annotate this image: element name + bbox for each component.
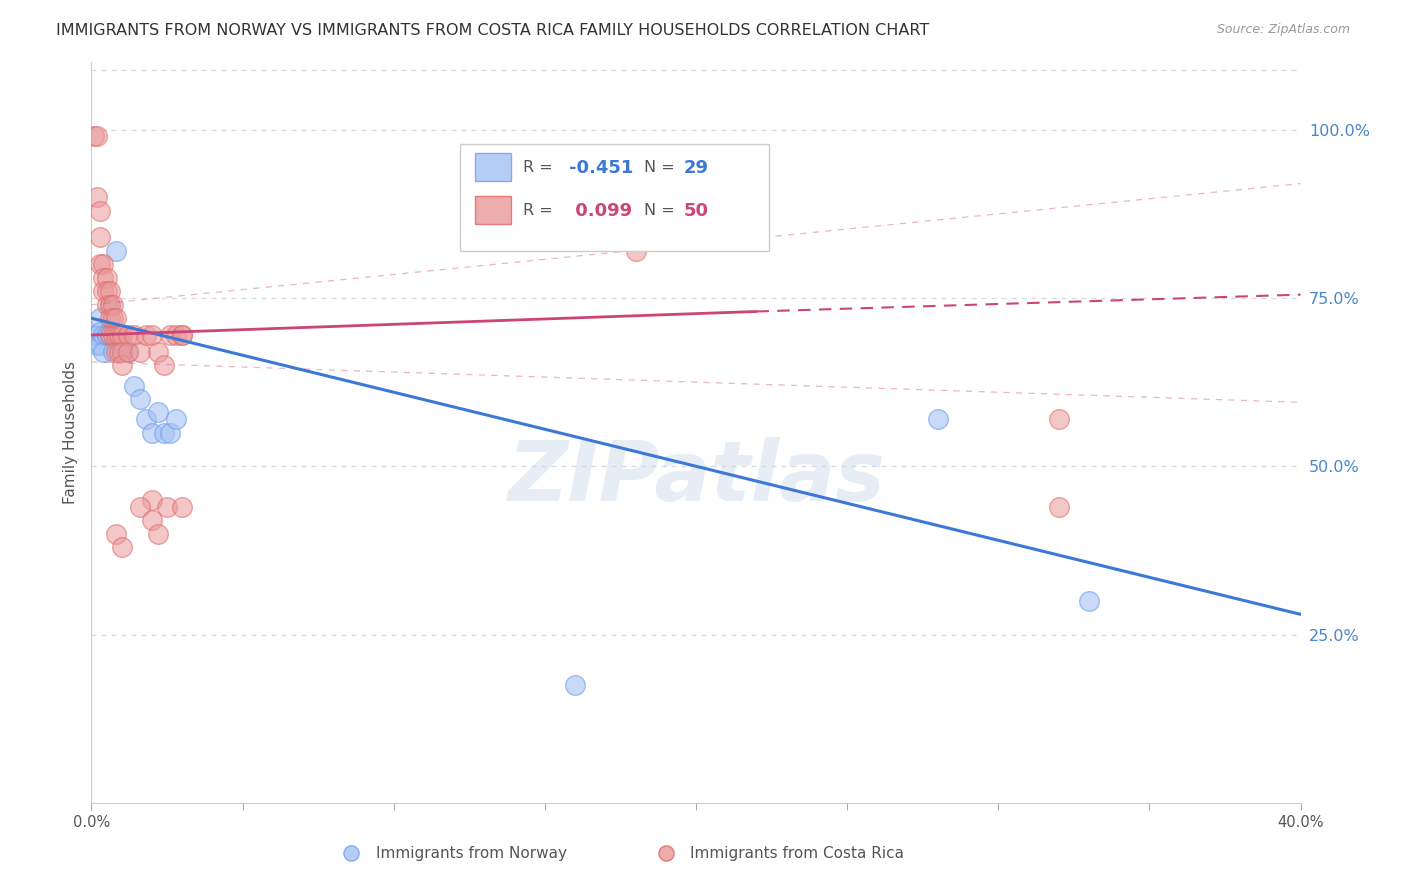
Point: [104, 328, 127, 343]
Point: [98, 311, 121, 326]
Point: [101, 311, 124, 326]
Point: [107, 344, 129, 359]
Point: [141, 328, 163, 343]
Point: [104, 244, 127, 258]
Text: N =: N =: [644, 203, 681, 218]
Point: [111, 359, 132, 373]
Point: [89, 338, 111, 352]
FancyBboxPatch shape: [475, 195, 510, 224]
Point: [564, 678, 586, 692]
Point: [98, 298, 121, 312]
Point: [165, 412, 187, 426]
Point: [117, 344, 139, 359]
Point: [1047, 500, 1070, 514]
Point: [153, 359, 176, 373]
Point: [89, 257, 111, 271]
Text: R =: R =: [523, 160, 558, 175]
Text: ZIPatlas: ZIPatlas: [508, 436, 884, 517]
Point: [96, 328, 118, 343]
Point: [86, 190, 108, 204]
Point: [93, 285, 115, 299]
Point: [89, 325, 111, 339]
Point: [141, 513, 163, 527]
Point: [128, 500, 150, 514]
Point: [172, 500, 194, 514]
Point: [98, 328, 121, 343]
Point: [86, 328, 108, 343]
Point: [111, 540, 132, 554]
Point: [111, 338, 132, 352]
Point: [96, 270, 118, 285]
Text: 29: 29: [683, 159, 709, 177]
FancyBboxPatch shape: [460, 144, 769, 252]
Point: [83, 129, 105, 144]
Point: [93, 344, 115, 359]
Text: -0.451: -0.451: [569, 159, 633, 177]
Point: [101, 328, 124, 343]
Point: [146, 405, 169, 419]
Point: [93, 328, 115, 343]
Point: [98, 285, 121, 299]
Point: [98, 298, 121, 312]
Point: [156, 500, 179, 514]
Point: [128, 344, 150, 359]
Y-axis label: Family Households: Family Households: [62, 361, 77, 504]
Point: [101, 298, 124, 312]
Point: [96, 298, 118, 312]
Text: 50: 50: [683, 202, 709, 219]
Point: [111, 328, 132, 343]
Point: [141, 425, 163, 440]
Text: 0.099: 0.099: [569, 202, 633, 219]
Point: [89, 311, 111, 326]
Point: [86, 129, 108, 144]
Text: Immigrants from Costa Rica: Immigrants from Costa Rica: [690, 846, 904, 861]
Point: [93, 257, 115, 271]
Point: [83, 328, 105, 343]
Point: [146, 526, 169, 541]
Point: [107, 328, 129, 343]
Point: [165, 328, 187, 343]
Point: [98, 328, 121, 343]
Point: [96, 328, 118, 343]
Text: Immigrants from Norway: Immigrants from Norway: [375, 846, 567, 861]
Point: [104, 526, 127, 541]
Point: [135, 328, 157, 343]
Point: [927, 412, 949, 426]
Point: [86, 338, 108, 352]
Point: [146, 344, 169, 359]
Point: [172, 328, 194, 343]
Point: [89, 230, 111, 244]
Point: [159, 425, 181, 440]
Point: [730, 841, 752, 855]
Point: [101, 328, 124, 343]
Point: [104, 344, 127, 359]
Point: [153, 425, 176, 440]
Point: [122, 378, 145, 392]
Point: [159, 328, 181, 343]
Point: [135, 412, 157, 426]
Point: [104, 311, 127, 326]
Text: IMMIGRANTS FROM NORWAY VS IMMIGRANTS FROM COSTA RICA FAMILY HOUSEHOLDS CORRELATI: IMMIGRANTS FROM NORWAY VS IMMIGRANTS FRO…: [56, 23, 929, 38]
Text: Source: ZipAtlas.com: Source: ZipAtlas.com: [1216, 23, 1350, 37]
Point: [1047, 412, 1070, 426]
Point: [624, 244, 647, 258]
Text: N =: N =: [644, 160, 681, 175]
Point: [96, 285, 118, 299]
Point: [111, 344, 132, 359]
Text: R =: R =: [523, 203, 558, 218]
FancyBboxPatch shape: [475, 153, 510, 181]
Point: [89, 203, 111, 218]
Point: [128, 392, 150, 406]
Point: [93, 270, 115, 285]
Point: [141, 492, 163, 507]
Point: [101, 344, 124, 359]
Point: [117, 344, 139, 359]
Point: [1077, 594, 1099, 608]
Point: [172, 328, 194, 343]
Point: [122, 328, 145, 343]
Point: [107, 328, 129, 343]
Point: [117, 328, 139, 343]
